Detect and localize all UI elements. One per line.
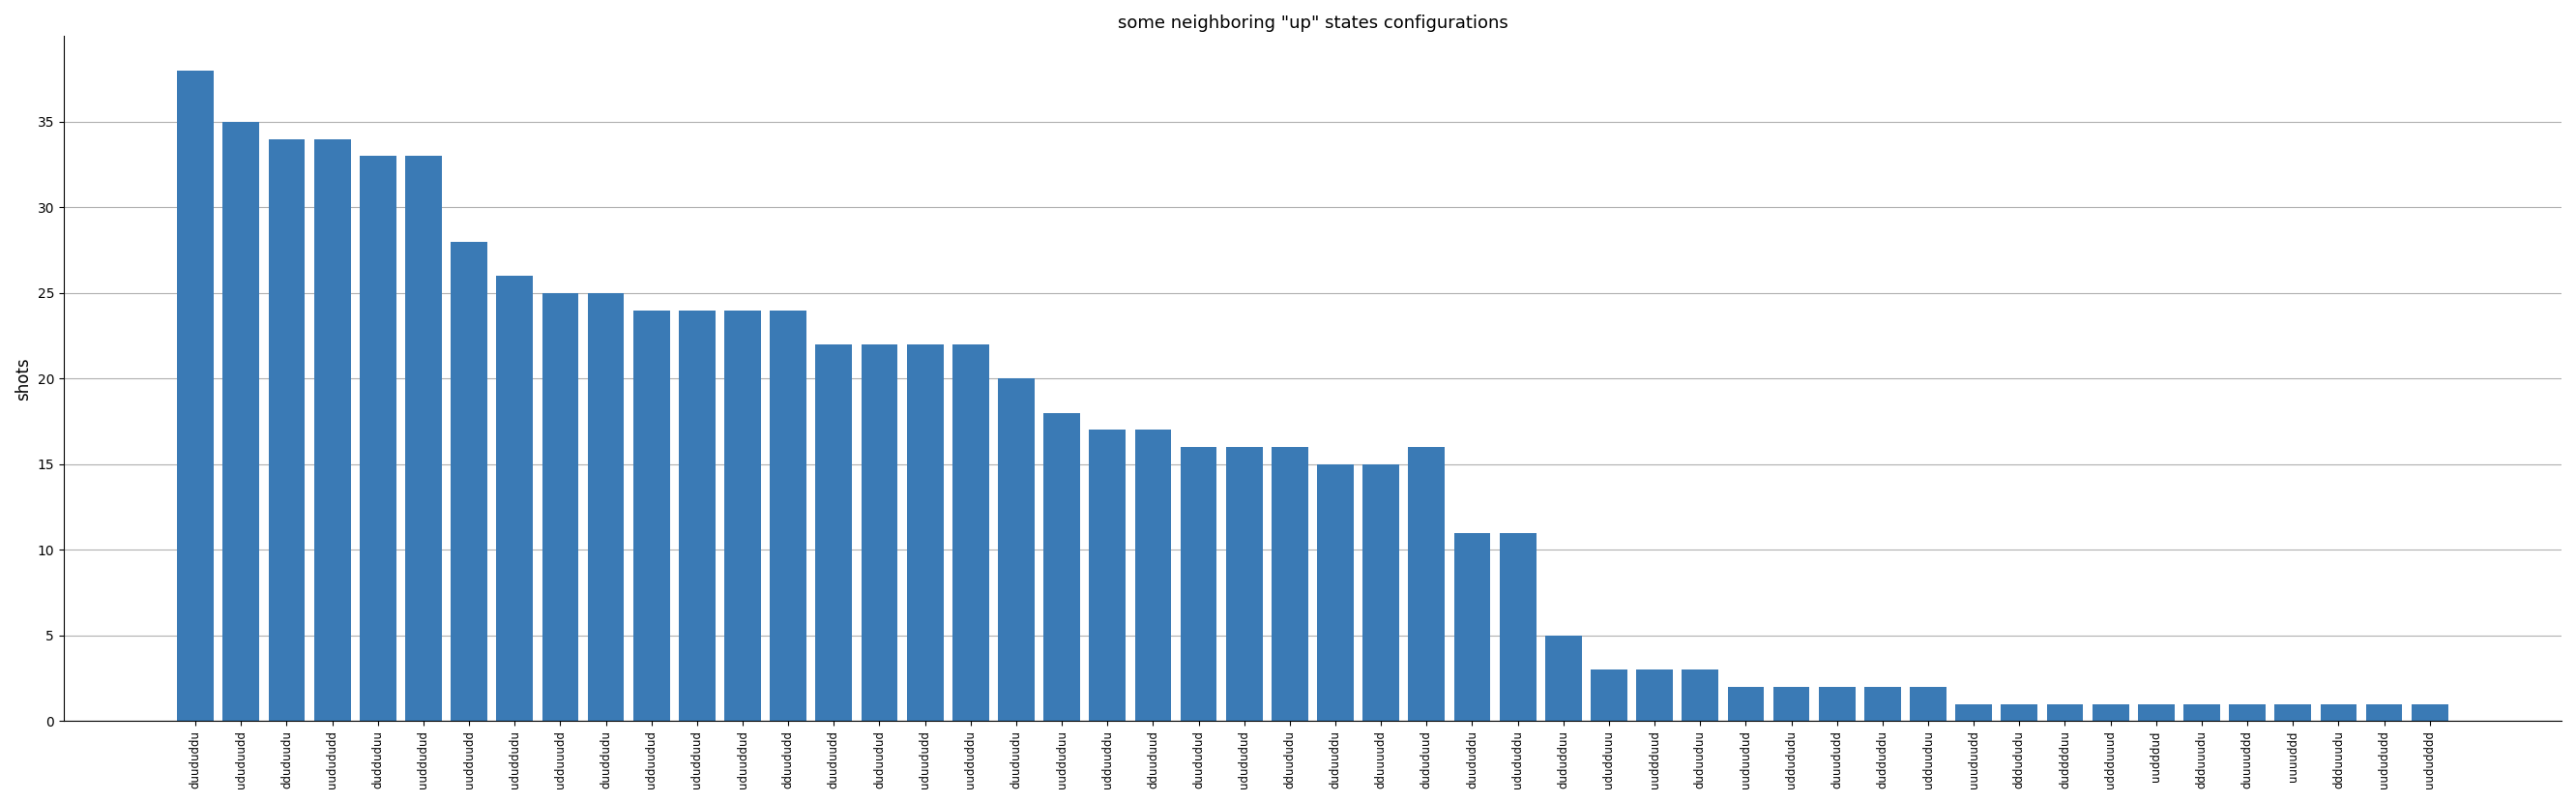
Bar [2138, 704, 2174, 721]
Bar [1090, 430, 1126, 721]
Bar [587, 293, 623, 721]
Bar [1909, 687, 1947, 721]
Bar [2002, 704, 2038, 721]
Bar [2228, 704, 2264, 721]
Bar [1043, 413, 1079, 721]
Bar [451, 242, 487, 721]
Bar [997, 378, 1036, 721]
Bar [1636, 670, 1672, 721]
Bar [680, 310, 716, 721]
Bar [953, 344, 989, 721]
Bar [2048, 704, 2084, 721]
Bar [1772, 687, 1808, 721]
Bar [1316, 464, 1352, 721]
Bar [634, 310, 670, 721]
Bar [1136, 430, 1172, 721]
Bar [1728, 687, 1765, 721]
Bar [404, 156, 440, 721]
Bar [1409, 447, 1445, 721]
Bar [224, 122, 260, 721]
Bar [1180, 447, 1216, 721]
Bar [724, 310, 760, 721]
Bar [497, 276, 533, 721]
Bar [817, 344, 853, 721]
Bar [314, 139, 350, 721]
Bar [1546, 635, 1582, 721]
Bar [1592, 670, 1628, 721]
Bar [2275, 704, 2311, 721]
Bar [1819, 687, 1855, 721]
Bar [1453, 532, 1492, 721]
Bar [2411, 704, 2447, 721]
Bar [361, 156, 397, 721]
Title: some neighboring "up" states configurations: some neighboring "up" states configurati… [1118, 14, 1507, 32]
Bar [2184, 704, 2221, 721]
Bar [178, 71, 214, 721]
Bar [2321, 704, 2357, 721]
Bar [907, 344, 943, 721]
Bar [770, 310, 806, 721]
Bar [2092, 704, 2128, 721]
Bar [1273, 447, 1309, 721]
Bar [1499, 532, 1535, 721]
Bar [268, 139, 304, 721]
Bar [1363, 464, 1399, 721]
Bar [1955, 704, 1991, 721]
Y-axis label: shots: shots [15, 357, 31, 400]
Bar [541, 293, 580, 721]
Bar [2365, 704, 2403, 721]
Bar [1682, 670, 1718, 721]
Bar [1226, 447, 1262, 721]
Bar [860, 344, 896, 721]
Bar [1865, 687, 1901, 721]
